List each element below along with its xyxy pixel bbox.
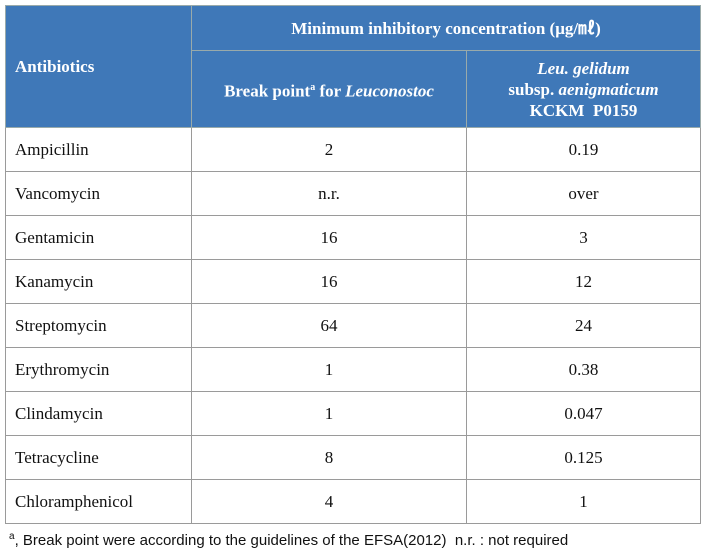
footnote-text: , Break point were according to the guid… — [14, 532, 569, 549]
mic-value: 1 — [191, 347, 467, 392]
mic-value: 8 — [191, 435, 467, 480]
header-text: Leuconostoc — [345, 81, 434, 101]
table-body: Ampicillin 2 0.19 Vancomycin n.r. over Gentami… — [5, 127, 701, 524]
table-row: Gentamicin 16 3 — [5, 215, 701, 260]
mic-value: 16 — [191, 259, 467, 304]
mic-value: 64 — [191, 303, 467, 348]
mic-table: Antibiotics Minimum inhibitory concentra… — [5, 5, 701, 524]
header-cell: Antibiotics — [5, 5, 192, 128]
header-cell: Break pointa for Leuconostoc — [191, 50, 467, 128]
table-row: Ampicillin 2 0.19 — [5, 127, 701, 172]
header-text: aenigmaticum — [558, 79, 659, 99]
table-row: Erythromycin 1 0.38 — [5, 347, 701, 392]
mic-value: 1 — [191, 391, 467, 436]
header-text: Antibiotics — [15, 57, 95, 76]
header-text: for — [319, 81, 341, 101]
antibiotic-name: Erythromycin — [5, 347, 192, 392]
header-text: KCKM P0159 — [529, 100, 638, 120]
antibiotic-name: Chloramphenicol — [5, 479, 192, 524]
mic-value: 1 — [466, 479, 701, 524]
table-row: Streptomycin 64 24 — [5, 303, 701, 348]
antibiotic-name: Streptomycin — [5, 303, 192, 348]
header-cell: Leu. gelidum subsp. aenigmaticum KCKM P0… — [466, 50, 701, 128]
mic-value: 2 — [191, 127, 467, 172]
antibiotic-name: Gentamicin — [5, 215, 192, 260]
antibiotic-name: Kanamycin — [5, 259, 192, 304]
header-text: Minimum inhibitory concentration (μg/㎖) — [291, 18, 601, 38]
mic-value: 24 — [466, 303, 701, 348]
antibiotic-name: Clindamycin — [5, 391, 192, 436]
header-cell: Minimum inhibitory concentration (μg/㎖) — [191, 5, 701, 51]
mic-value: 16 — [191, 215, 467, 260]
antibiotic-name: Vancomycin — [5, 171, 192, 216]
antibiotic-name: Ampicillin — [5, 127, 192, 172]
table-row: Vancomycin n.r. over — [5, 171, 701, 216]
table-row: Tetracycline 8 0.125 — [5, 435, 701, 480]
antibiotic-name: Tetracycline — [5, 435, 192, 480]
table-row: Chloramphenicol 4 1 — [5, 479, 701, 524]
table-row: Kanamycin 16 12 — [5, 259, 701, 304]
header-text: Break point — [224, 81, 311, 101]
mic-value: n.r. — [191, 171, 467, 216]
mic-value: 0.19 — [466, 127, 701, 172]
mic-value: 0.125 — [466, 435, 701, 480]
mic-value: 0.38 — [466, 347, 701, 392]
table-row: Clindamycin 1 0.047 — [5, 391, 701, 436]
footnote: a, Break point were according to the gui… — [9, 531, 568, 549]
mic-value: over — [466, 171, 701, 216]
header-text: subsp. — [508, 79, 555, 99]
mic-value: 3 — [466, 215, 701, 260]
table-header: Antibiotics Minimum inhibitory concentra… — [5, 5, 701, 128]
footnote-marker: a — [310, 81, 316, 93]
footnote-marker: a — [9, 531, 15, 542]
mic-value: 0.047 — [466, 391, 701, 436]
mic-value: 4 — [191, 479, 467, 524]
mic-value: 12 — [466, 259, 701, 304]
header-text: Leu. gelidum — [537, 58, 630, 78]
